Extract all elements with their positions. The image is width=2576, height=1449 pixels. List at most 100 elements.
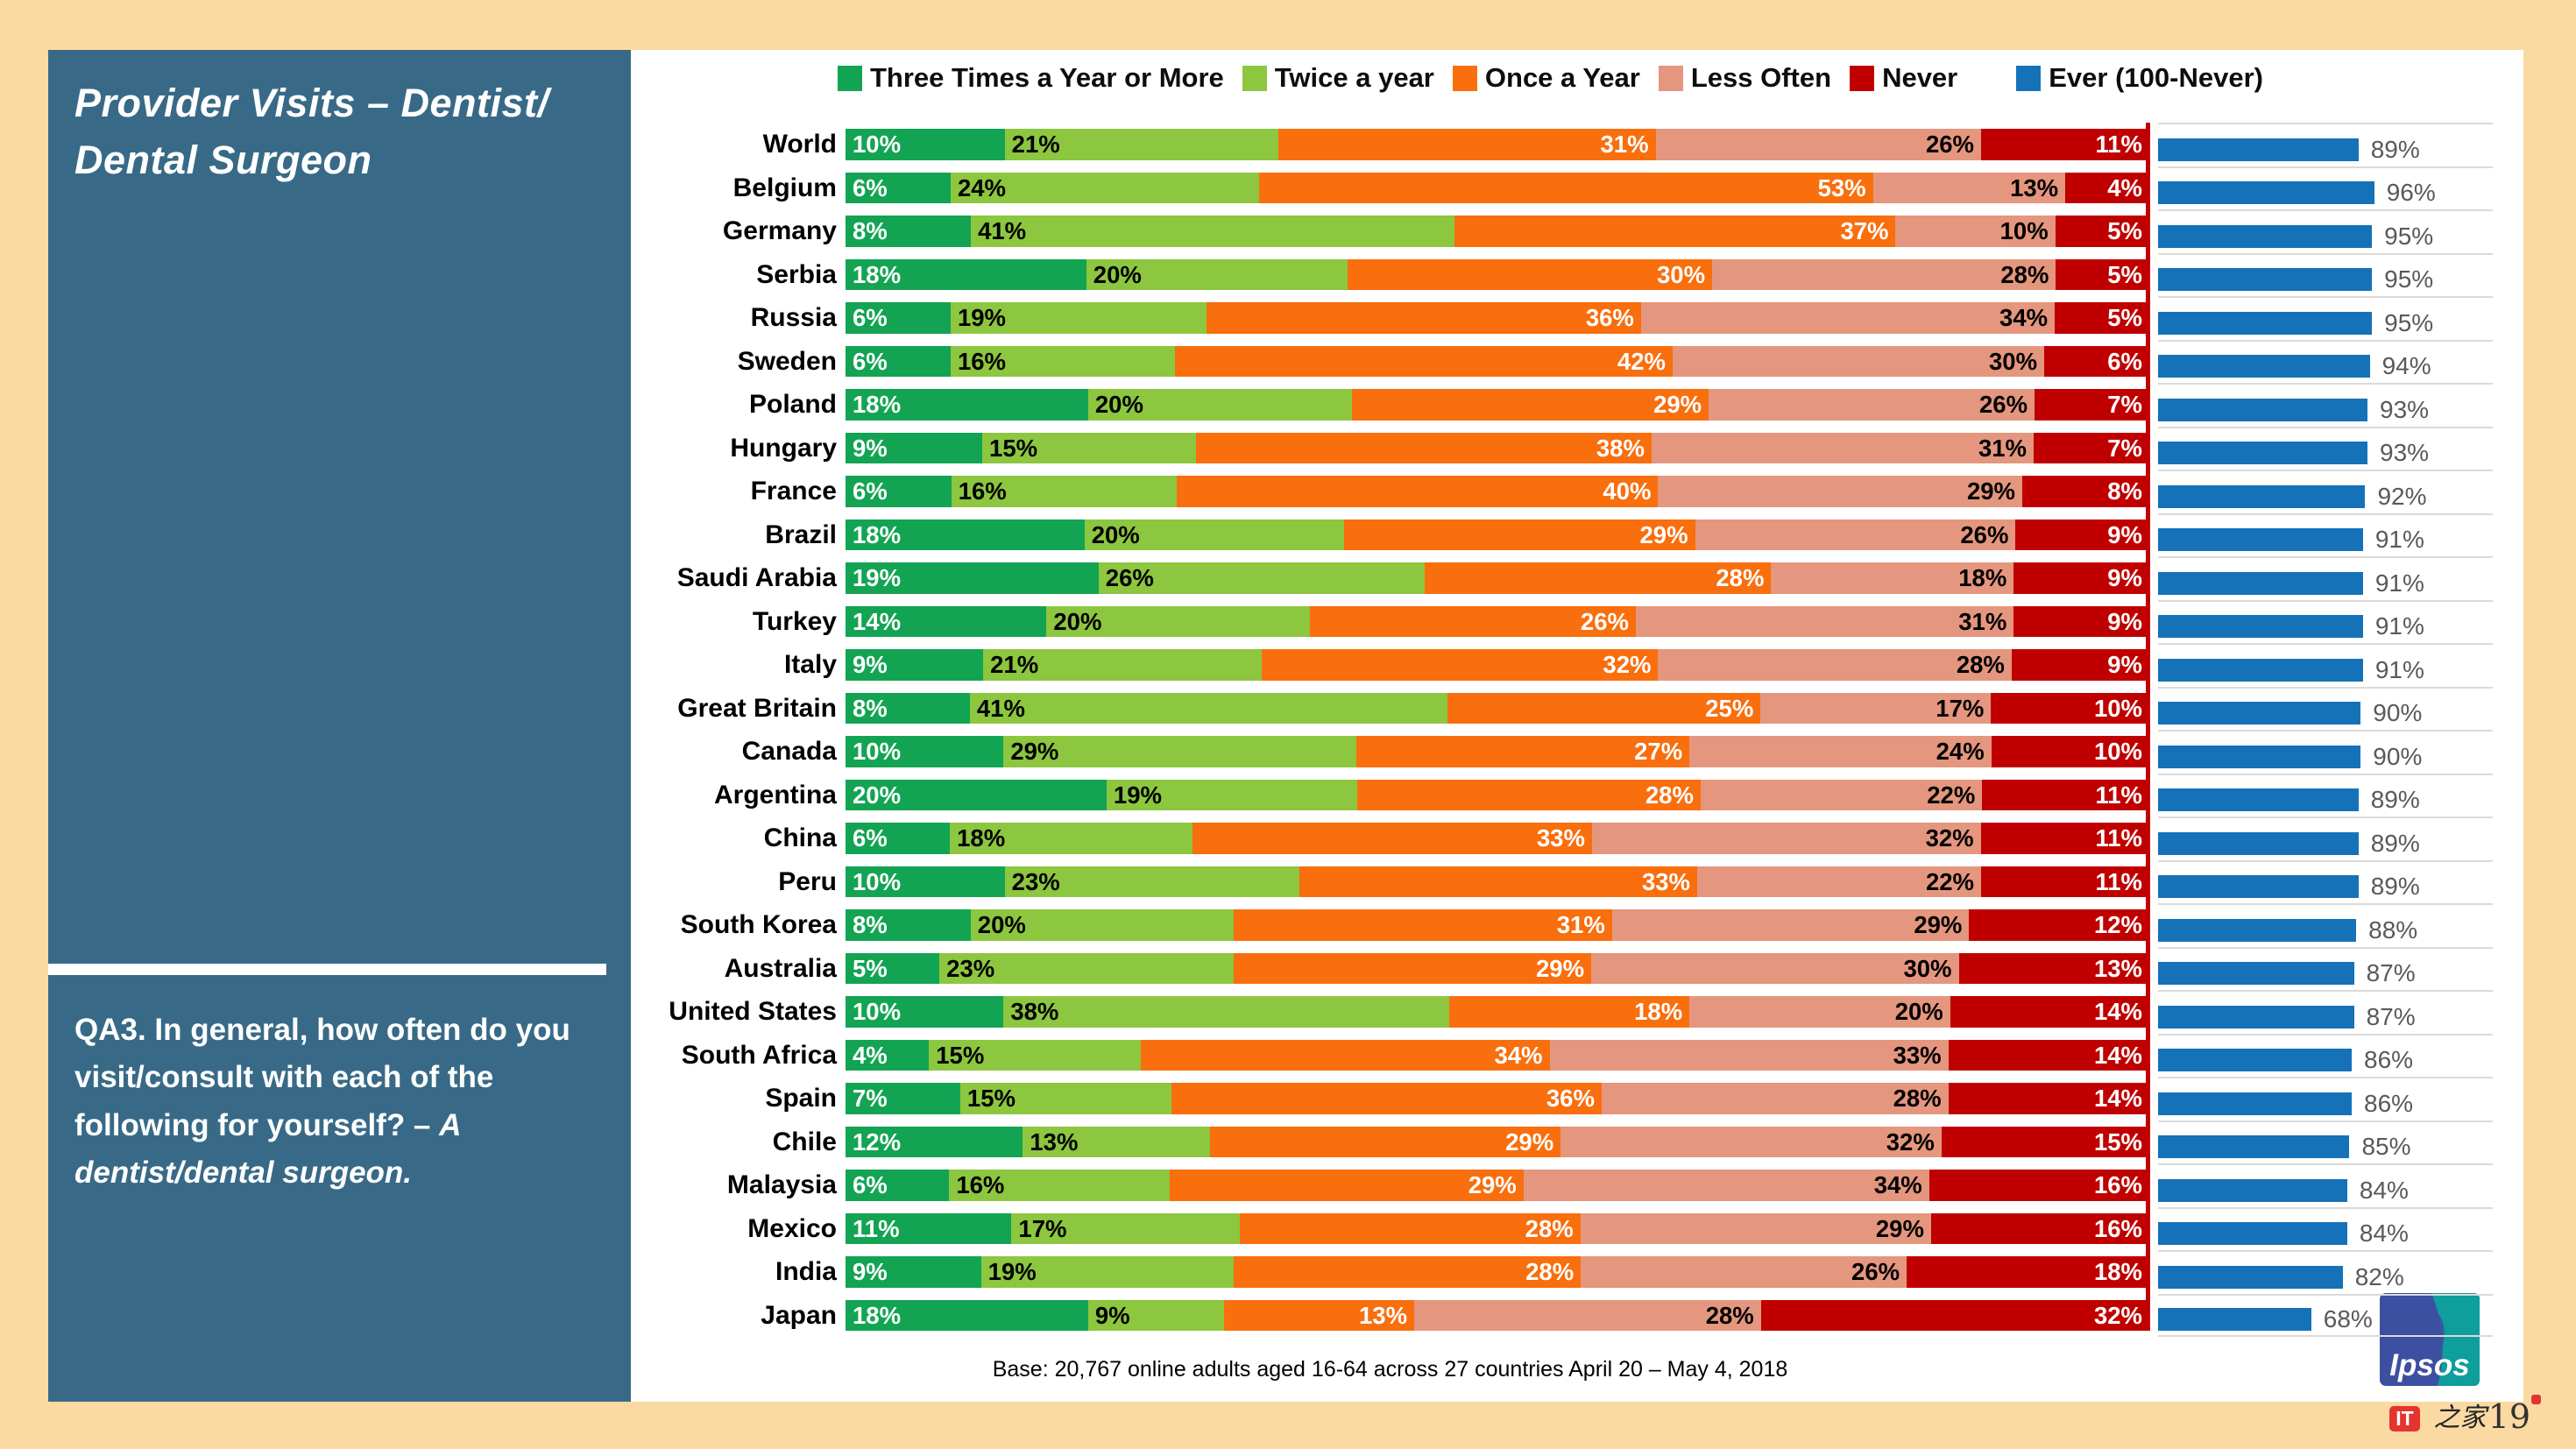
segment-value-label: 36%: [1585, 304, 1634, 331]
ever-bar: [2158, 138, 2359, 161]
country-label: World: [762, 130, 837, 159]
segment-once-a-year: 37%: [1454, 216, 1896, 247]
segment-three-times-a-year-or-more: 19%: [846, 562, 1099, 594]
stacked-bar: 12% 13% 29% 32% 15%: [846, 1126, 2149, 1157]
segment-value-label: 26%: [1580, 607, 1629, 635]
country-label: Russia: [750, 303, 837, 332]
segment-value-label: 28%: [1705, 1301, 1754, 1329]
country-label: Great Britain: [677, 693, 837, 723]
base-footnote: Base: 20,767 online adults aged 16-64 ac…: [992, 1357, 1788, 1382]
segment-value-label: 34%: [1999, 304, 2049, 331]
segment-value-label: 18%: [853, 1301, 902, 1329]
stacked-bar: 10% 38% 18% 20% 14%: [846, 996, 2149, 1028]
ever-bar-cell: 87%: [2158, 946, 2493, 991]
segment-value-label: 16%: [2093, 1214, 2143, 1242]
ever-bar-cell: 92%: [2158, 470, 2493, 513]
segment-twice-a-year: 38%: [1003, 996, 1450, 1028]
watermark-home-text: 之家: [2433, 1403, 2487, 1434]
segment-value-label: 13%: [1030, 1127, 1079, 1156]
chart-rows: World 10% 21% 31% 26% 11% 89% Belgium 6% 24% 5…: [631, 123, 2523, 1337]
legend-item: Never: [1850, 62, 1957, 94]
segment-value-label: 23%: [1011, 867, 1060, 895]
ever-value-label: 86%: [2364, 1046, 2414, 1074]
stacked-bar: 6% 16% 42% 30% 6%: [846, 345, 2149, 377]
country-label: France: [750, 477, 837, 505]
ever-bar: [2158, 571, 2363, 595]
segment-value-label: 11%: [2095, 824, 2143, 852]
ever-bar-cell: 95%: [2158, 252, 2493, 297]
segment-value-label: 31%: [1978, 434, 2028, 462]
ever-bar: [2158, 831, 2359, 855]
ever-value-label: 91%: [2374, 655, 2424, 683]
ever-value-label: 96%: [2386, 179, 2436, 207]
segment-value-label: 10%: [1999, 217, 2049, 244]
table-row: Peru 10% 23% 33% 22% 11% 89%: [631, 859, 2523, 904]
segment-three-times-a-year-or-more: 18%: [846, 389, 1088, 421]
segment-never: 14%: [1950, 996, 2149, 1028]
table-row: Australia 5% 23% 29% 30% 13% 87%: [631, 946, 2523, 991]
country-label: Australia: [724, 953, 837, 983]
segment-never: 9%: [2013, 605, 2149, 637]
ever-bar: [2158, 702, 2361, 725]
segment-less-often: 24%: [1689, 736, 1992, 767]
sidebar-divider: [48, 964, 606, 975]
segment-three-times-a-year-or-more: 10%: [846, 996, 1004, 1028]
ever-bar: [2158, 398, 2367, 421]
segment-less-often: 10%: [1895, 216, 2056, 247]
segment-less-often: 29%: [1611, 909, 1970, 941]
segment-value-label: 17%: [1018, 1214, 1067, 1242]
ever-bar: [2158, 1135, 2350, 1159]
segment-twice-a-year: 20%: [1084, 519, 1344, 550]
stacked-bar: 10% 29% 27% 24% 10%: [846, 736, 2150, 767]
segment-value-label: 40%: [1603, 477, 1652, 505]
segment-twice-a-year: 23%: [939, 952, 1235, 984]
ever-bar: [2158, 268, 2373, 292]
stacked-bar: 19% 26% 28% 18% 9%: [846, 562, 2149, 594]
segment-value-label: 18%: [957, 824, 1006, 852]
segment-once-a-year: 33%: [1299, 866, 1697, 897]
segment-value-label: 29%: [1914, 911, 1963, 938]
stacked-bar: 4% 15% 34% 33% 14%: [846, 1039, 2149, 1071]
segment-value-label: 16%: [2093, 1171, 2142, 1198]
segment-twice-a-year: 16%: [950, 345, 1175, 377]
page-title: Provider Visits – Dentist/ Dental Surgeo…: [74, 74, 608, 189]
segment-value-label: 29%: [1535, 954, 1585, 982]
legend-label: Ever (100-Never): [2049, 62, 2263, 93]
segment-value-label: 19%: [1113, 781, 1162, 809]
segment-value-label: 6%: [853, 347, 888, 375]
segment-value-label: 41%: [976, 694, 1025, 722]
segment-value-label: 28%: [1525, 1258, 1575, 1285]
segment-value-label: 29%: [1653, 391, 1702, 418]
stacked-bar: 18% 20% 29% 26% 7%: [846, 389, 2149, 421]
table-row: United States 10% 38% 18% 20% 14% 87%: [631, 990, 2523, 1034]
ever-bar: [2158, 355, 2370, 378]
table-row: Saudi Arabia 19% 26% 28% 18% 9% 91%: [631, 556, 2523, 600]
segment-value-label: 26%: [1960, 520, 2009, 548]
ever-bar-cell: 89%: [2158, 773, 2493, 817]
segment-value-label: 6%: [853, 173, 888, 201]
legend-color-chip: [1452, 65, 1477, 91]
segment-value-label: 18%: [853, 391, 902, 418]
segment-value-label: 11%: [2095, 867, 2142, 895]
segment-value-label: 13%: [1359, 1301, 1408, 1329]
hundred-percent-dashed-line: [2146, 123, 2150, 1331]
segment-less-often: 28%: [1712, 258, 2056, 290]
segment-once-a-year: 29%: [1351, 389, 1709, 421]
segment-value-label: 9%: [2107, 607, 2142, 635]
segment-less-often: 34%: [1523, 1170, 1929, 1201]
segment-twice-a-year: 18%: [950, 823, 1193, 854]
segment-value-label: 20%: [1053, 607, 1102, 635]
ever-bar: [2158, 1178, 2347, 1202]
segment-once-a-year: 31%: [1234, 909, 1612, 941]
table-row: Mexico 11% 17% 28% 29% 16% 84%: [631, 1206, 2523, 1251]
segment-value-label: 11%: [2095, 131, 2142, 158]
ever-value-label: 87%: [2366, 959, 2416, 987]
stacked-bar: 6% 16% 29% 34% 16%: [846, 1170, 2149, 1201]
segment-once-a-year: 29%: [1210, 1126, 1561, 1157]
segment-value-label: 17%: [1936, 694, 1985, 722]
table-row: France 6% 16% 40% 29% 8% 92%: [631, 470, 2523, 513]
table-row: Chile 12% 13% 29% 32% 15% 85%: [631, 1120, 2523, 1164]
segment-value-label: 28%: [1716, 564, 1765, 591]
segment-value-label: 6%: [853, 1171, 888, 1198]
segment-twice-a-year: 24%: [950, 172, 1259, 203]
